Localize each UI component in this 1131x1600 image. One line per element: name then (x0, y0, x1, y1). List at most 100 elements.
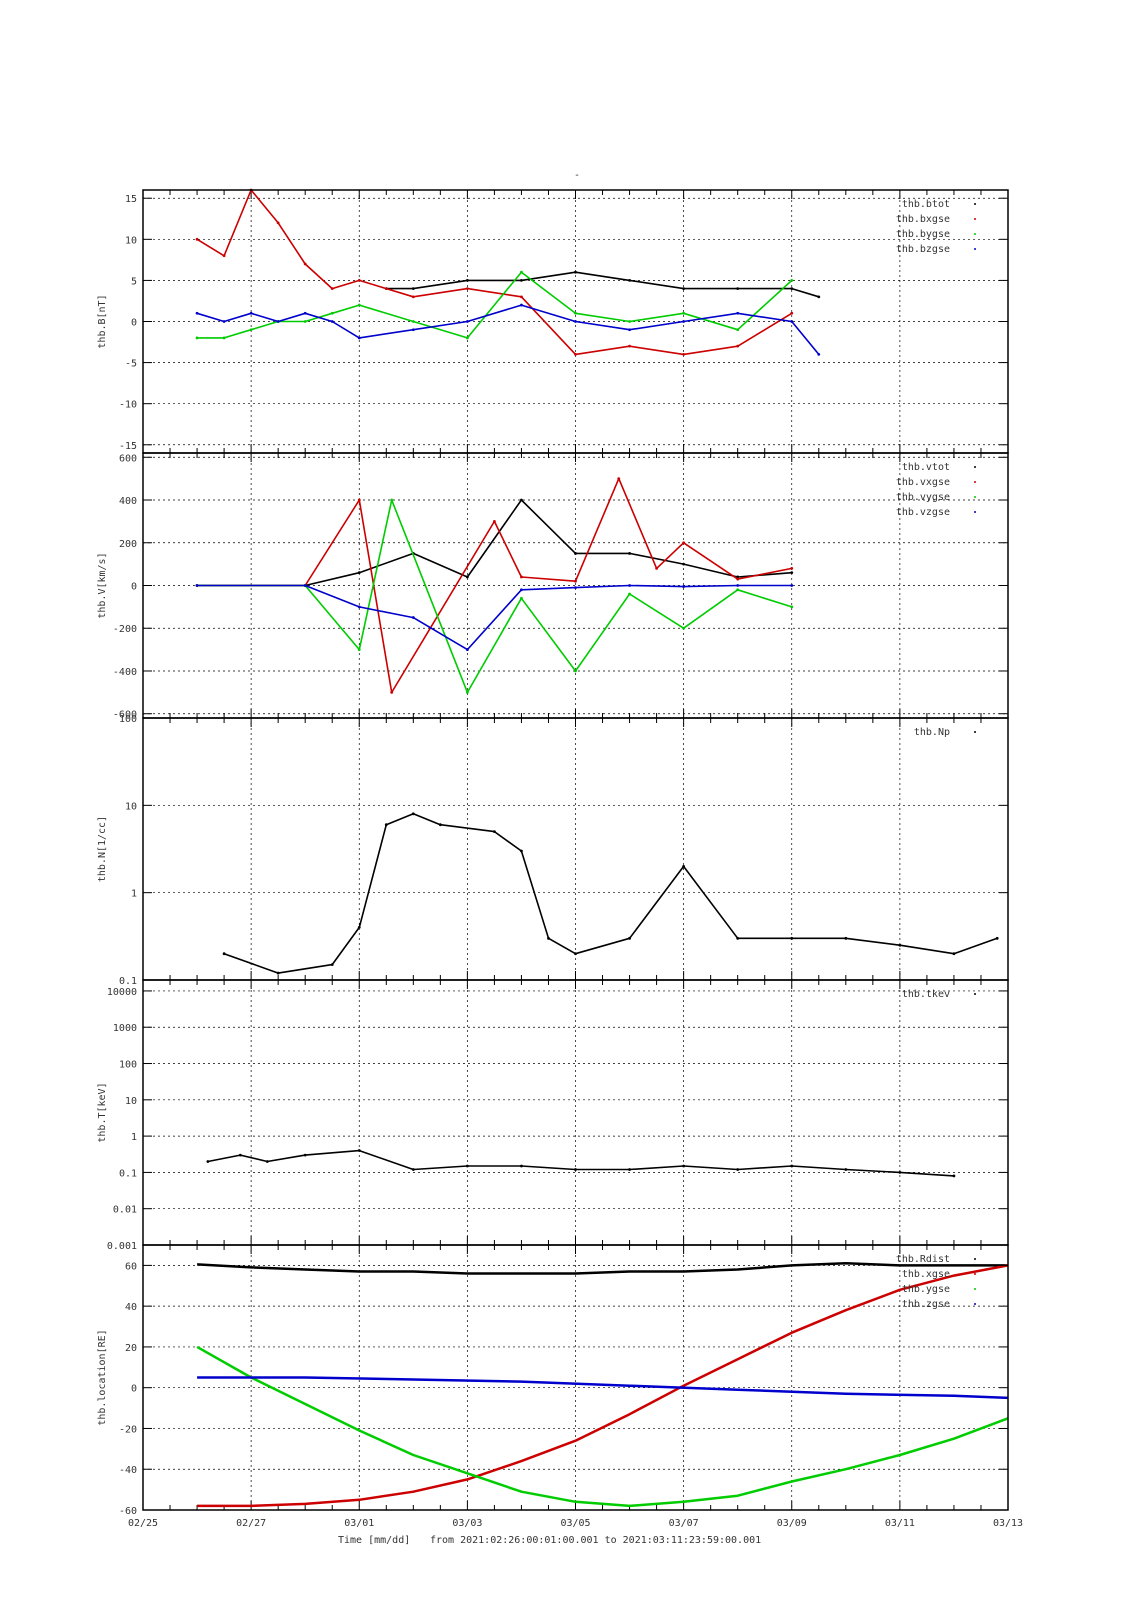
data-point (790, 571, 794, 575)
data-point (628, 592, 631, 596)
data-point (655, 567, 658, 570)
data-point (493, 830, 496, 834)
legend-label: thb.vygse (896, 492, 950, 503)
data-point (249, 328, 253, 332)
data-point (682, 585, 686, 588)
data-point (682, 541, 686, 545)
y-axis-label: thb.N[1/cc] (97, 816, 108, 882)
data-point (465, 279, 469, 282)
figure-title: - (574, 170, 580, 181)
data-point (357, 336, 361, 340)
data-point (411, 1168, 415, 1171)
y-tick-label: -5 (125, 359, 137, 370)
data-point (303, 311, 307, 315)
data-point (520, 270, 523, 274)
y-tick-label: 600 (119, 453, 137, 464)
legend-marker (974, 466, 976, 468)
data-point (790, 311, 794, 315)
data-point (195, 237, 199, 241)
legend-label: thb.bzgse (896, 244, 950, 255)
data-point (465, 1164, 469, 1168)
legend-marker (974, 1288, 976, 1290)
data-point (736, 328, 740, 332)
data-point (384, 287, 388, 291)
series-thb.xgse (197, 1264, 1009, 1508)
data-point (330, 963, 334, 967)
data-point (206, 1160, 210, 1163)
data-point (357, 648, 361, 652)
data-point (628, 584, 631, 587)
data-point (195, 311, 199, 315)
data-point (465, 575, 469, 579)
y-tick-label: -40 (119, 1465, 137, 1476)
data-point (628, 936, 631, 940)
y-tick-label: 60 (125, 1261, 137, 1272)
y-tick-label: 10 (125, 235, 137, 246)
data-point (465, 648, 469, 652)
data-point (276, 971, 280, 975)
y-tick-label: 100 (119, 1060, 137, 1071)
panel-3: thb.Np 0.1 1 10 100 thb.N[1/cc] (97, 714, 1009, 987)
x-tick-label: 03/13 (993, 1518, 1023, 1529)
data-point (682, 562, 686, 566)
series-thb.vzgse (197, 584, 792, 651)
data-point (195, 336, 199, 340)
x-axis-range-text: from 2021:02:26:00:01:00.001 to 2021:03:… (430, 1535, 761, 1546)
x-tick-label: 02/25 (128, 1518, 158, 1529)
data-point (357, 303, 361, 307)
data-point (682, 626, 686, 630)
data-point (520, 279, 523, 282)
data-point (465, 287, 469, 291)
data-point (520, 575, 523, 579)
series-thb.vygse (197, 499, 793, 694)
data-point (736, 344, 740, 348)
legend-label: thb.vzgse (896, 507, 950, 518)
data-point (390, 498, 394, 502)
data-point (303, 320, 307, 323)
legend-marker (974, 481, 976, 483)
legend-label: thb.ygse (902, 1284, 950, 1295)
y-tick-label: 0.01 (113, 1205, 137, 1216)
legend-marker (974, 1258, 976, 1260)
data-point (628, 344, 631, 348)
data-point (628, 552, 631, 555)
data-point (790, 567, 794, 570)
data-point (682, 287, 686, 291)
panel-4: thb.tkev 0.001 0.01 0.1 1 10 100 1000 10000 thb.T… (97, 979, 1009, 1252)
y-tick-label: 0 (131, 582, 137, 593)
panels: thb.btot thb.bxgse thb.bygse thb.bzgse -15 -1… (97, 188, 1023, 1529)
data-point (736, 588, 740, 592)
data-point (547, 936, 550, 940)
y-axis-label: thb.B[nT] (97, 294, 108, 348)
data-point (411, 328, 415, 332)
y-tick-label: 1 (131, 1132, 137, 1143)
y-tick-label: 200 (119, 539, 137, 550)
data-point (520, 849, 523, 853)
data-point (411, 320, 415, 323)
series-thb.ygse (196, 1345, 1009, 1508)
data-point (520, 303, 523, 307)
data-point (952, 952, 956, 956)
data-point (790, 605, 794, 609)
data-point (303, 584, 307, 587)
legend-marker (974, 218, 976, 220)
legend-label: thb.Rdist (896, 1254, 950, 1265)
data-point (628, 279, 631, 282)
x-tick-label: 03/07 (669, 1518, 699, 1529)
data-point (574, 311, 577, 315)
x-tick-label: 03/03 (452, 1518, 482, 1529)
data-point (384, 823, 388, 827)
data-point (357, 571, 361, 575)
data-point (411, 295, 415, 299)
data-point (520, 588, 523, 592)
legend-marker (974, 511, 976, 513)
y-tick-label: 1 (131, 889, 137, 900)
legend-marker (974, 731, 976, 733)
y-tick-label: 5 (131, 276, 137, 287)
data-point (628, 320, 631, 323)
legend-marker (974, 248, 976, 250)
y-tick-label: -20 (119, 1424, 137, 1435)
series-thb.Rdist (197, 1262, 1008, 1275)
data-point (574, 320, 577, 323)
